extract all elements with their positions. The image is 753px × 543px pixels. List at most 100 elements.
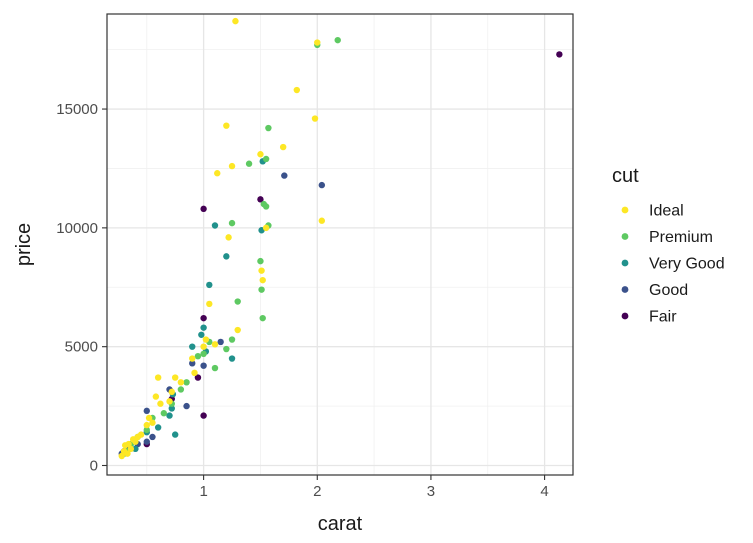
data-point-good: [318, 181, 326, 189]
data-point-premium: [334, 36, 341, 44]
legend-label: Good: [649, 282, 688, 299]
data-point-fair: [257, 196, 264, 203]
data-point-ideal: [157, 400, 164, 407]
data-point-good: [143, 438, 150, 445]
data-point-good: [200, 362, 207, 369]
data-point-fair: [556, 51, 563, 58]
data-point-ideal: [262, 224, 270, 232]
data-point-ideal: [279, 143, 287, 151]
data-point-very-good: [206, 281, 213, 289]
data-point-good: [143, 407, 150, 415]
data-point-premium: [258, 286, 265, 293]
legend-label: Ideal: [649, 203, 684, 220]
legend-key: [621, 286, 629, 293]
data-point-premium: [223, 345, 230, 353]
data-point-good: [217, 338, 224, 346]
data-point-very-good: [166, 412, 173, 419]
data-point-ideal: [257, 151, 264, 158]
x-tick-label: 2: [313, 483, 321, 500]
y-tick-label: 10000: [56, 220, 98, 237]
data-point-ideal: [177, 379, 185, 386]
data-point-ideal: [118, 452, 125, 460]
data-point-ideal: [214, 170, 221, 177]
data-point-ideal: [202, 336, 210, 343]
legend-title: cut: [612, 165, 639, 187]
data-point-very-good: [132, 445, 139, 453]
data-point-fair: [194, 374, 202, 381]
legend-key: [621, 233, 629, 240]
data-point-ideal: [232, 17, 239, 25]
y-axis-title: price: [13, 223, 35, 266]
data-point-very-good: [211, 222, 219, 229]
legend-entries: Ideal Premium Very Good Good Fair: [621, 203, 725, 326]
data-point-very-good: [189, 343, 196, 350]
panel-border: [106, 13, 574, 476]
legend-key: [621, 259, 629, 267]
data-point-ideal: [149, 419, 156, 426]
legend-label: Fair: [649, 309, 677, 326]
data-point-premium: [160, 410, 168, 417]
data-point-very-good: [228, 355, 236, 362]
legend-key: [621, 312, 629, 320]
data-point-very-good: [198, 331, 205, 338]
data-point-ideal: [124, 450, 131, 457]
panel-background: [107, 14, 573, 475]
data-point-very-good: [168, 405, 175, 412]
data-point-good: [183, 402, 190, 410]
legend-label: Very Good: [649, 256, 725, 273]
data-point-ideal: [127, 445, 135, 453]
data-point-ideal: [171, 374, 179, 381]
data-point-very-good: [223, 253, 230, 260]
y-tick-label: 15000: [56, 101, 98, 118]
data-point-premium: [194, 352, 202, 360]
data-point-ideal: [189, 355, 196, 362]
data-point-good: [281, 172, 288, 179]
data-point-ideal: [152, 393, 160, 400]
data-point-ideal: [228, 162, 236, 170]
data-point-premium: [234, 298, 241, 305]
x-axis-title: carat: [318, 513, 363, 535]
data-point-ideal: [200, 343, 207, 350]
data-point-ideal: [318, 217, 326, 224]
data-point-ideal: [234, 326, 241, 334]
data-point-ideal: [311, 115, 319, 122]
legend-label: Premium: [649, 229, 713, 246]
data-point-ideal: [125, 440, 132, 448]
data-point-premium: [259, 314, 266, 322]
data-point-premium: [257, 257, 264, 265]
data-point-premium: [228, 336, 236, 343]
data-point-premium: [228, 219, 236, 227]
data-point-very-good: [171, 431, 179, 438]
axes: 1 2 3 4 0 5000 10000 15000: [56, 13, 574, 500]
data-point-fair: [200, 205, 207, 213]
data-point-premium: [177, 386, 185, 393]
data-point-ideal: [293, 86, 301, 94]
y-tick-label: 0: [90, 457, 98, 474]
data-point-premium: [211, 364, 219, 372]
data-point-ideal: [223, 122, 230, 129]
data-point-very-good: [154, 424, 162, 431]
data-point-fair: [200, 314, 207, 322]
data-point-premium: [183, 379, 190, 386]
data-point-ideal: [145, 414, 153, 422]
data-point-premium: [245, 160, 253, 167]
data-point-ideal: [258, 267, 265, 274]
data-point-premium: [262, 203, 270, 210]
data-point-very-good: [200, 324, 207, 331]
x-tick-label: 3: [427, 483, 435, 500]
data-points: [118, 17, 563, 460]
y-tick-label: 5000: [65, 339, 98, 356]
data-point-good: [189, 360, 196, 367]
data-point-ideal: [259, 276, 266, 284]
data-point-ideal: [143, 421, 150, 429]
data-point-ideal: [166, 398, 173, 405]
data-point-premium: [143, 426, 150, 434]
data-point-ideal: [154, 374, 162, 381]
data-point-fair: [200, 412, 207, 419]
x-tick-label: 4: [540, 483, 548, 500]
data-point-ideal: [314, 39, 321, 46]
data-point-premium: [265, 124, 272, 132]
data-point-premium: [262, 155, 270, 163]
grid-lines: [107, 14, 573, 475]
data-point-ideal: [191, 369, 198, 377]
